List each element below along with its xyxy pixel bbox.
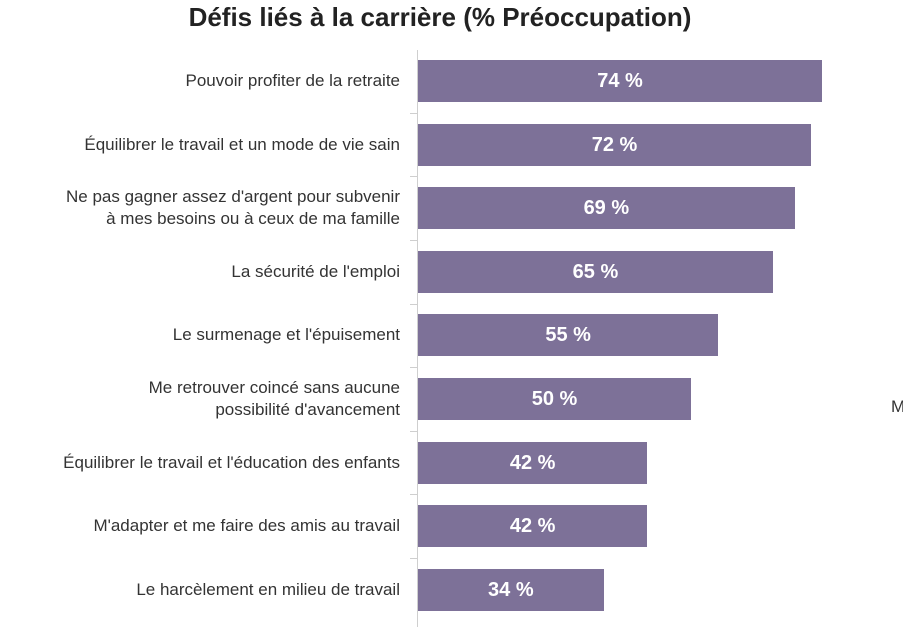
axis-tick bbox=[410, 240, 418, 241]
data-label: 72 % bbox=[591, 133, 638, 156]
category-label-line: à mes besoins ou à ceux de ma famille bbox=[106, 209, 400, 229]
category-label-line: Équilibrer le travail et un mode de vie … bbox=[84, 134, 400, 154]
bar bbox=[418, 568, 604, 611]
bar bbox=[418, 187, 795, 230]
data-label: 42 % bbox=[509, 515, 556, 538]
category-label: Le surmenage et l'épuisement bbox=[0, 324, 400, 346]
category-label: La sécurité de l'emploi bbox=[0, 261, 400, 283]
bar bbox=[418, 378, 691, 420]
category-label-line: Le surmenage et l'épuisement bbox=[172, 325, 400, 345]
category-label-line: Ne pas gagner assez d'argent pour subven… bbox=[65, 187, 400, 207]
category-label: Le harcèlement en milieu de travail bbox=[0, 579, 400, 601]
axis-tick bbox=[410, 558, 418, 559]
axis-tick bbox=[410, 367, 418, 369]
bar bbox=[418, 60, 823, 102]
category-label: Ne pas gagner assez d'argent pour subven… bbox=[0, 186, 400, 230]
bar bbox=[418, 441, 648, 484]
axis-tick bbox=[410, 430, 418, 432]
category-label: M'adapter et me faire des amis au travai… bbox=[0, 515, 400, 537]
category-label-line: M'adapter et me faire des amis au travai… bbox=[93, 516, 400, 536]
category-axis-line bbox=[417, 50, 418, 627]
axis-tick bbox=[410, 112, 418, 114]
bar bbox=[418, 123, 812, 166]
bar bbox=[418, 505, 648, 548]
category-label: Pouvoir profiter de la retraite bbox=[0, 70, 401, 92]
category-label-line: La sécurité de l'emploi bbox=[231, 261, 400, 281]
category-label-line: possibilité d'avancement bbox=[215, 400, 400, 419]
data-label: 74 % bbox=[597, 70, 643, 92]
category-label: Me retrouver coincé sans aucune possibili… bbox=[0, 377, 400, 421]
data-label: 55 % bbox=[545, 324, 591, 347]
chart-title: Défis liés à la carrière (% Préoccupatio… bbox=[188, 2, 692, 32]
data-label: 65 % bbox=[572, 260, 619, 283]
category-label-line: Le harcèlement en milieu de travail bbox=[136, 579, 400, 599]
category-label-line: Me retrouver coincé sans aucune bbox=[148, 378, 400, 397]
data-label: 69 % bbox=[583, 197, 630, 220]
data-label: 50 % bbox=[531, 388, 578, 410]
category-label-line: Pouvoir profiter de la retraite bbox=[185, 71, 401, 90]
bar bbox=[418, 250, 773, 293]
bar bbox=[418, 314, 719, 357]
axis-tick bbox=[410, 494, 418, 496]
data-label: 34 % bbox=[488, 578, 534, 601]
cropped-text: M bbox=[891, 397, 903, 416]
category-label: Équilibrer le travail et un mode de vie … bbox=[0, 134, 400, 156]
data-label: 42 % bbox=[509, 451, 556, 474]
axis-tick bbox=[410, 176, 418, 178]
category-label: Équilibrer le travail et l'éducation des… bbox=[0, 452, 400, 474]
category-label-line: Équilibrer le travail et l'éducation des… bbox=[63, 452, 400, 472]
axis-tick bbox=[410, 303, 418, 305]
